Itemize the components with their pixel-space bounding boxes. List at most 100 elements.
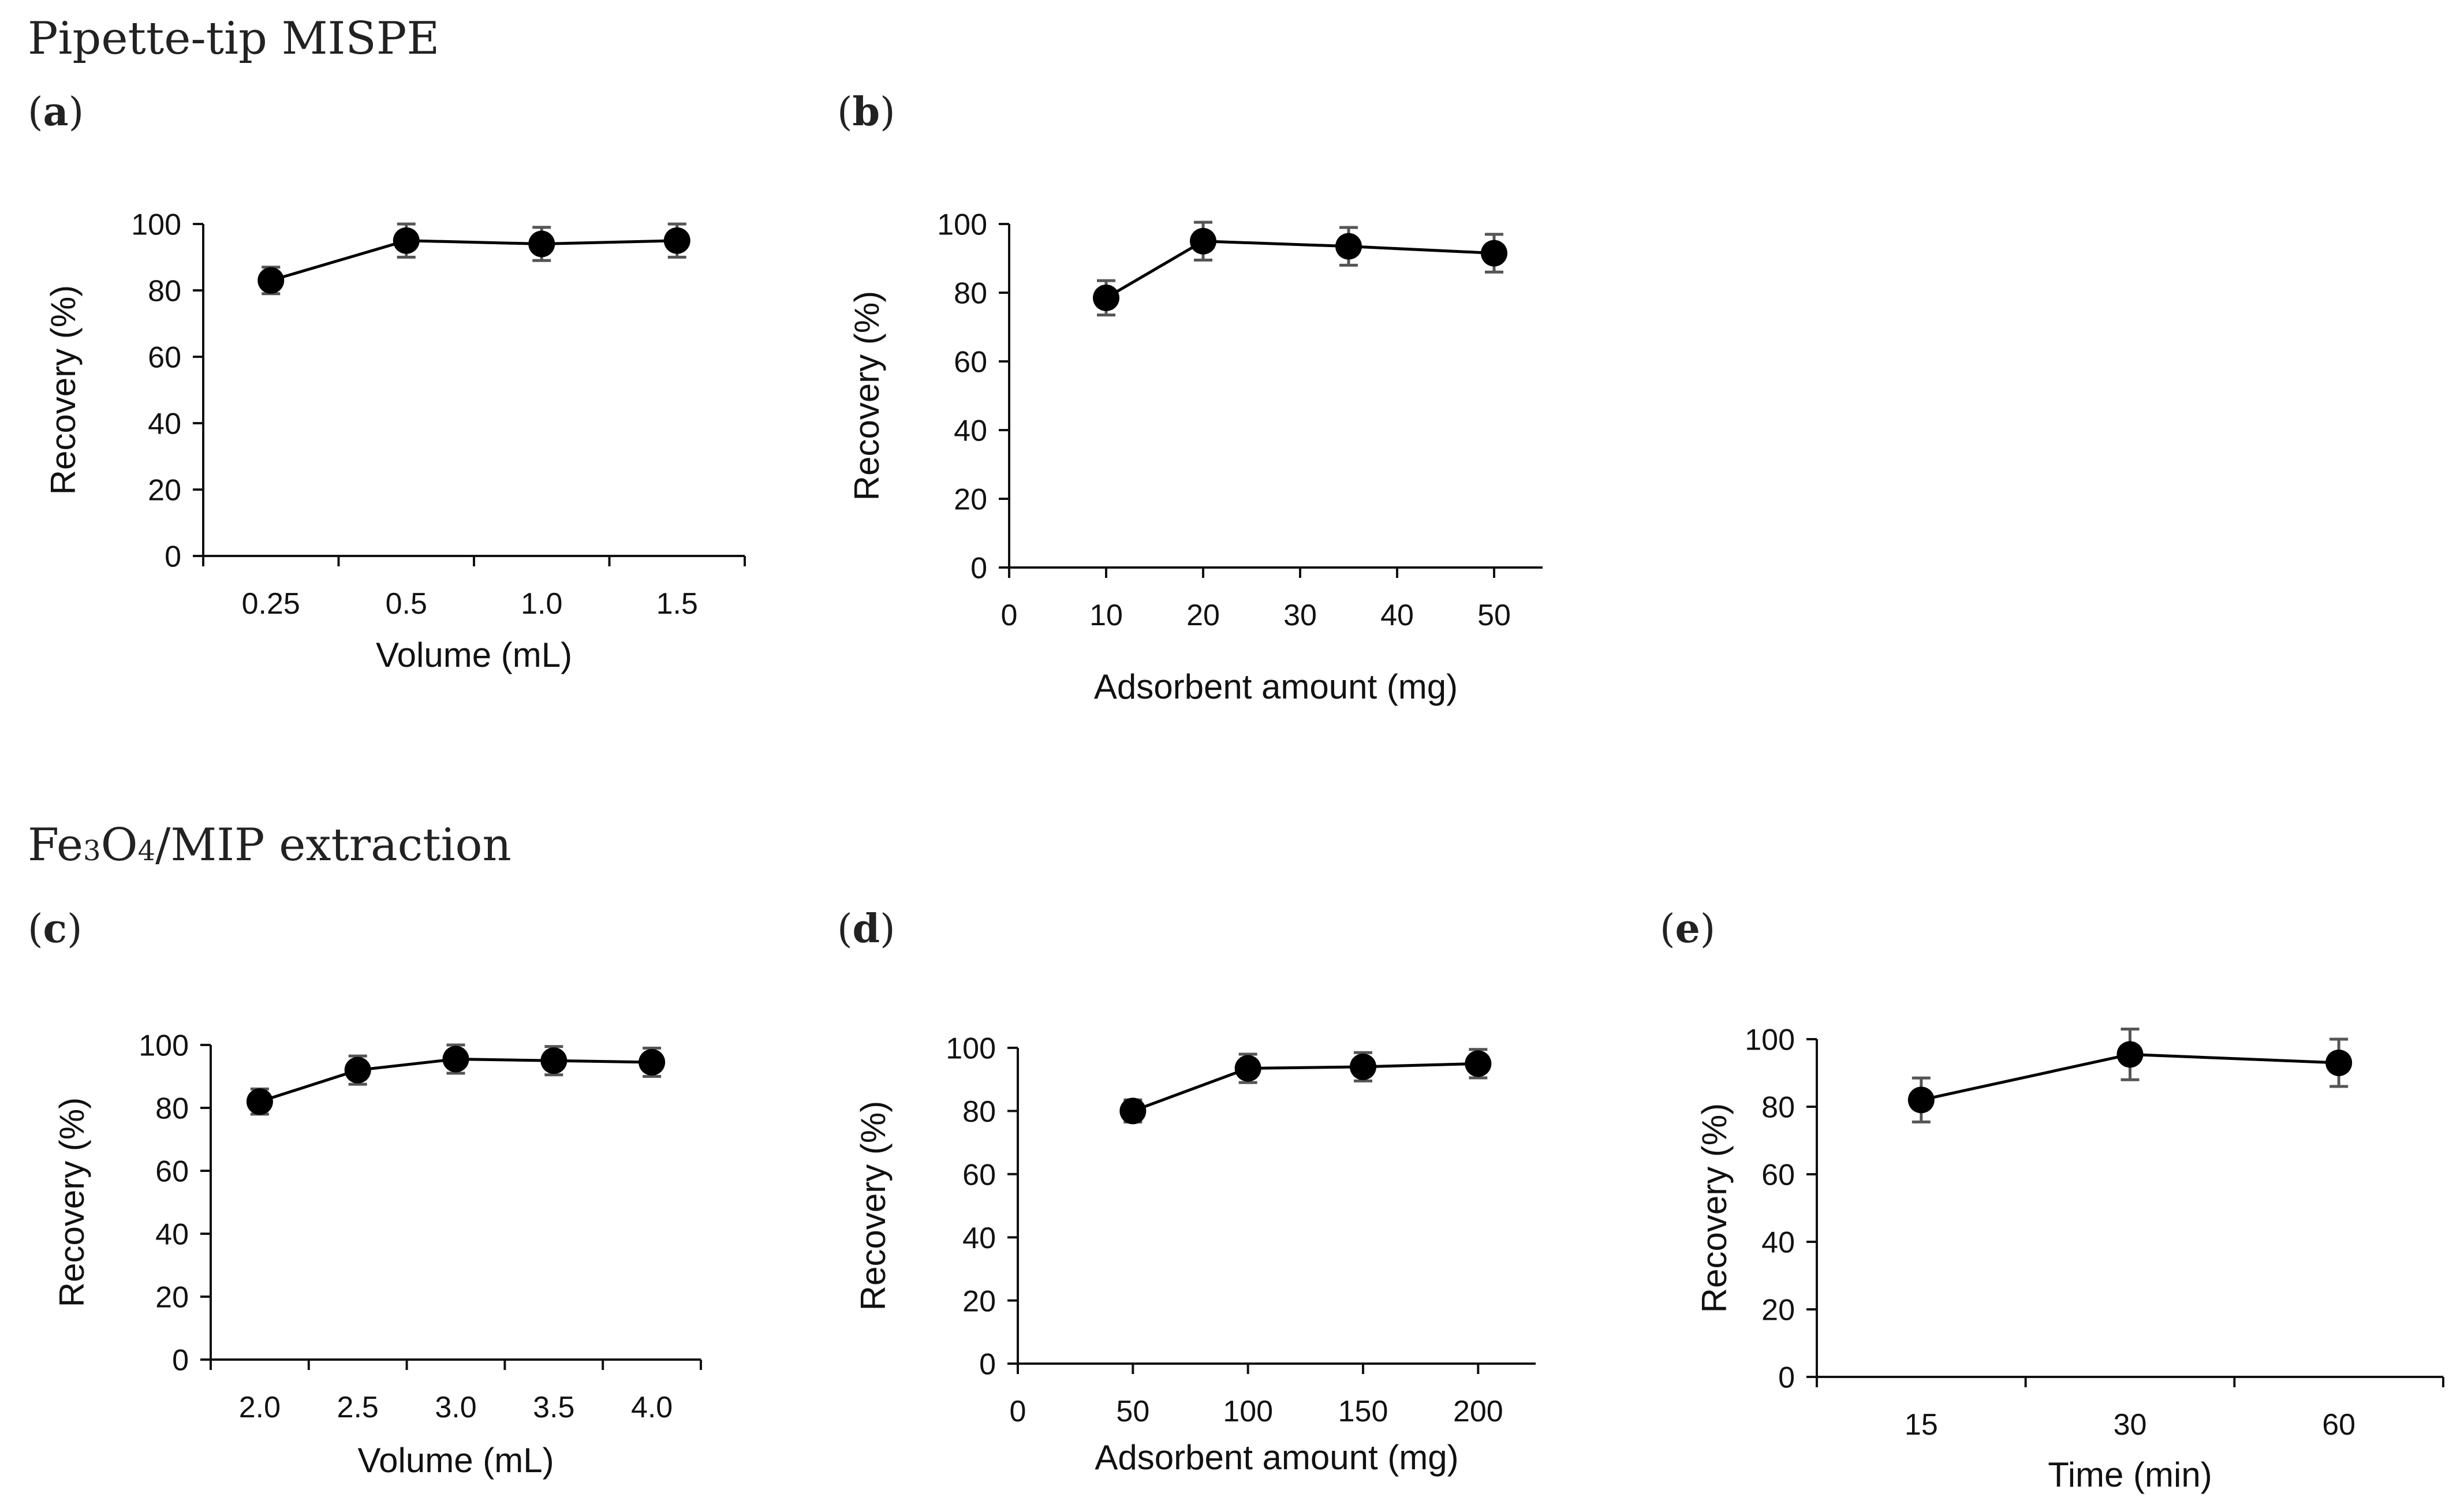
panel-label-c: (c) (28, 906, 83, 952)
chart-b: 0 20 40 60 80 100 0 10 20 30 40 50 Adsorbent amount … (848, 208, 1543, 706)
data-point (344, 1056, 371, 1084)
y-tick-label: 40 (148, 408, 181, 441)
chart-c: 0 20 40 60 80 100 2.0 2.5 3.0 3.5 4.0 Volume (mL) Re… (53, 1029, 702, 1480)
section-title-o: O (100, 819, 138, 871)
x-tick-label: 1.5 (656, 587, 698, 621)
y-axis-label: Recovery (%) (848, 291, 886, 501)
y-tick-label: 40 (155, 1218, 189, 1252)
x-tick-label: 3.0 (435, 1391, 476, 1424)
chart-a: 0 20 40 60 80 100 0.25 0.5 1.0 1.5 Volume (mL) Reco… (44, 208, 746, 674)
x-tick-label: 15 (1905, 1408, 1938, 1442)
data-point (1465, 1050, 1492, 1077)
y-tick-label: 80 (1761, 1091, 1795, 1125)
data-point (257, 267, 285, 294)
x-axis-label: Time (min) (2048, 1455, 2212, 1494)
data-point (528, 230, 555, 257)
data-point (1350, 1053, 1376, 1080)
x-tick-label: 0.5 (386, 587, 427, 621)
y-tick-label: 60 (962, 1159, 996, 1192)
y-tick-label: 40 (1761, 1226, 1795, 1260)
data-point (2325, 1049, 2353, 1076)
y-tick-label: 20 (962, 1285, 996, 1318)
data-point (1335, 233, 1362, 260)
section-title-sub-4: 4 (137, 835, 156, 867)
x-tick-label: 0.25 (242, 587, 300, 621)
series-line (1132, 1062, 1479, 1112)
y-tick-label: 60 (155, 1155, 189, 1189)
x-tick-label: 1.0 (521, 587, 562, 621)
y-tick-label: 80 (962, 1095, 996, 1129)
data-point (663, 227, 690, 254)
y-tick-label: 100 (946, 1032, 996, 1066)
x-tick-label: 200 (1453, 1395, 1503, 1428)
x-tick-label: 2.5 (337, 1391, 379, 1424)
section-title-sub-3: 3 (83, 835, 101, 867)
data-point (442, 1046, 469, 1073)
y-tick-label: 20 (155, 1281, 189, 1315)
x-tick-label: 0 (1010, 1395, 1026, 1428)
y-tick-label: 80 (148, 275, 181, 308)
section-title-fe3o4: Fe3O4/MIP extraction (28, 823, 512, 868)
x-tick-label: 30 (1283, 599, 1317, 632)
y-tick-label: 0 (970, 552, 987, 585)
x-axis-label: Volume (mL) (357, 1441, 554, 1480)
y-axis-label: Recovery (%) (1695, 1103, 1734, 1313)
panel-label-d: (d) (837, 906, 895, 952)
x-tick-label: 10 (1089, 599, 1123, 632)
y-tick-label: 60 (954, 346, 987, 379)
y-axis-label: Recovery (%) (44, 285, 83, 495)
section-title-fe: Fe (28, 819, 84, 871)
y-tick-label: 100 (131, 208, 181, 242)
y-tick-label: 0 (979, 1348, 996, 1382)
chart-d: 0 20 40 60 80 100 0 50 100 150 200 Adsorbent amount… (854, 1032, 1536, 1477)
y-tick-label: 40 (962, 1222, 996, 1255)
section-title-pipette: Pipette-tip MISPE (28, 13, 440, 65)
series-line (1105, 240, 1495, 300)
x-tick-label: 20 (1186, 599, 1220, 632)
x-axis-label: Adsorbent amount (mg) (1095, 1438, 1458, 1477)
data-point (393, 227, 420, 254)
chart-e: 0 20 40 60 80 100 15 30 60 Time (min) Recovery (%) (1695, 1024, 2444, 1494)
y-tick-label: 40 (954, 415, 987, 448)
panel-label-b: (b) (837, 89, 895, 135)
y-tick-label: 80 (954, 277, 987, 311)
y-tick-label: 100 (1745, 1024, 1795, 1057)
y-tick-label: 20 (954, 483, 987, 517)
x-tick-label: 60 (2322, 1408, 2355, 1442)
panel-label-a: (a) (28, 89, 84, 135)
x-tick-label: 50 (1477, 599, 1511, 632)
data-point (1093, 284, 1119, 311)
y-tick-label: 0 (172, 1344, 189, 1377)
y-tick-label: 100 (937, 208, 987, 242)
y-axis-label: Recovery (%) (53, 1097, 91, 1307)
section-title-rest: /MIP extraction (155, 819, 512, 871)
data-point (1907, 1087, 1935, 1114)
y-tick-label: 80 (155, 1092, 189, 1126)
y-tick-label: 100 (139, 1029, 189, 1063)
y-tick-label: 0 (1778, 1361, 1795, 1395)
data-point (1190, 227, 1216, 255)
data-point (1481, 240, 1507, 267)
x-tick-label: 3.5 (533, 1391, 574, 1424)
panel-label-e: (e) (1660, 906, 1716, 952)
y-axis-label: Recovery (%) (854, 1101, 893, 1311)
y-tick-label: 20 (148, 474, 181, 507)
y-tick-label: 60 (1761, 1159, 1795, 1192)
series-line (270, 239, 677, 282)
data-point (1119, 1097, 1147, 1125)
x-tick-label: 0 (1001, 599, 1018, 632)
x-axis-label: Volume (mL) (376, 636, 572, 674)
data-point (246, 1088, 273, 1115)
x-axis-label: Adsorbent amount (mg) (1094, 667, 1458, 706)
x-tick-label: 2.0 (239, 1391, 281, 1424)
y-tick-label: 60 (148, 341, 181, 375)
x-tick-label: 4.0 (631, 1391, 673, 1424)
data-point (639, 1048, 666, 1076)
x-tick-label: 50 (1116, 1395, 1149, 1428)
data-point (1234, 1055, 1261, 1082)
x-tick-label: 150 (1338, 1395, 1388, 1428)
x-tick-label: 100 (1223, 1395, 1273, 1428)
x-tick-label: 40 (1380, 599, 1414, 632)
y-tick-label: 20 (1761, 1294, 1795, 1327)
